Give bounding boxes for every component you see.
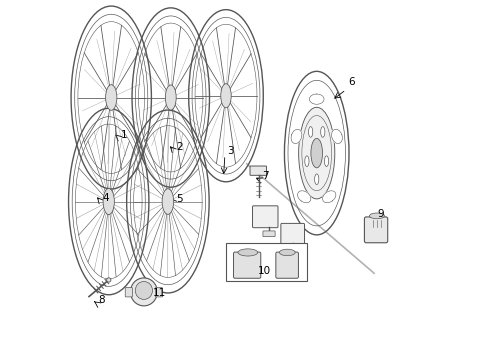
Ellipse shape (298, 107, 335, 199)
Text: 8: 8 (98, 295, 105, 305)
Bar (226, 243, 307, 281)
Ellipse shape (279, 249, 295, 256)
Ellipse shape (315, 174, 319, 185)
Polygon shape (297, 191, 311, 203)
Ellipse shape (324, 156, 329, 167)
Text: 2: 2 (176, 142, 182, 152)
Text: 11: 11 (153, 288, 167, 298)
Text: 9: 9 (377, 209, 384, 219)
FancyBboxPatch shape (234, 252, 261, 278)
Ellipse shape (369, 213, 385, 219)
Text: 10: 10 (258, 266, 270, 276)
FancyBboxPatch shape (155, 288, 163, 297)
Ellipse shape (305, 156, 309, 167)
Ellipse shape (107, 278, 111, 282)
Ellipse shape (309, 127, 313, 137)
FancyBboxPatch shape (263, 231, 275, 237)
FancyBboxPatch shape (365, 217, 388, 243)
Polygon shape (291, 129, 302, 144)
Ellipse shape (106, 85, 117, 110)
FancyBboxPatch shape (250, 166, 267, 175)
Ellipse shape (221, 84, 231, 108)
Polygon shape (332, 129, 343, 144)
Ellipse shape (165, 85, 176, 110)
Text: 3: 3 (227, 146, 233, 156)
FancyBboxPatch shape (276, 252, 298, 278)
Polygon shape (322, 191, 336, 203)
Ellipse shape (320, 127, 325, 137)
Text: 4: 4 (102, 193, 109, 203)
Ellipse shape (162, 189, 173, 214)
Text: 6: 6 (348, 77, 355, 87)
FancyBboxPatch shape (289, 247, 300, 253)
Text: 5: 5 (176, 194, 183, 204)
Text: 7: 7 (262, 171, 269, 181)
Ellipse shape (135, 282, 152, 300)
Text: 1: 1 (121, 130, 127, 140)
Ellipse shape (130, 278, 157, 306)
Ellipse shape (238, 249, 258, 256)
FancyBboxPatch shape (281, 224, 304, 244)
FancyBboxPatch shape (252, 206, 278, 228)
Polygon shape (309, 94, 324, 104)
FancyBboxPatch shape (125, 288, 132, 297)
Ellipse shape (311, 138, 322, 168)
Ellipse shape (103, 189, 114, 215)
